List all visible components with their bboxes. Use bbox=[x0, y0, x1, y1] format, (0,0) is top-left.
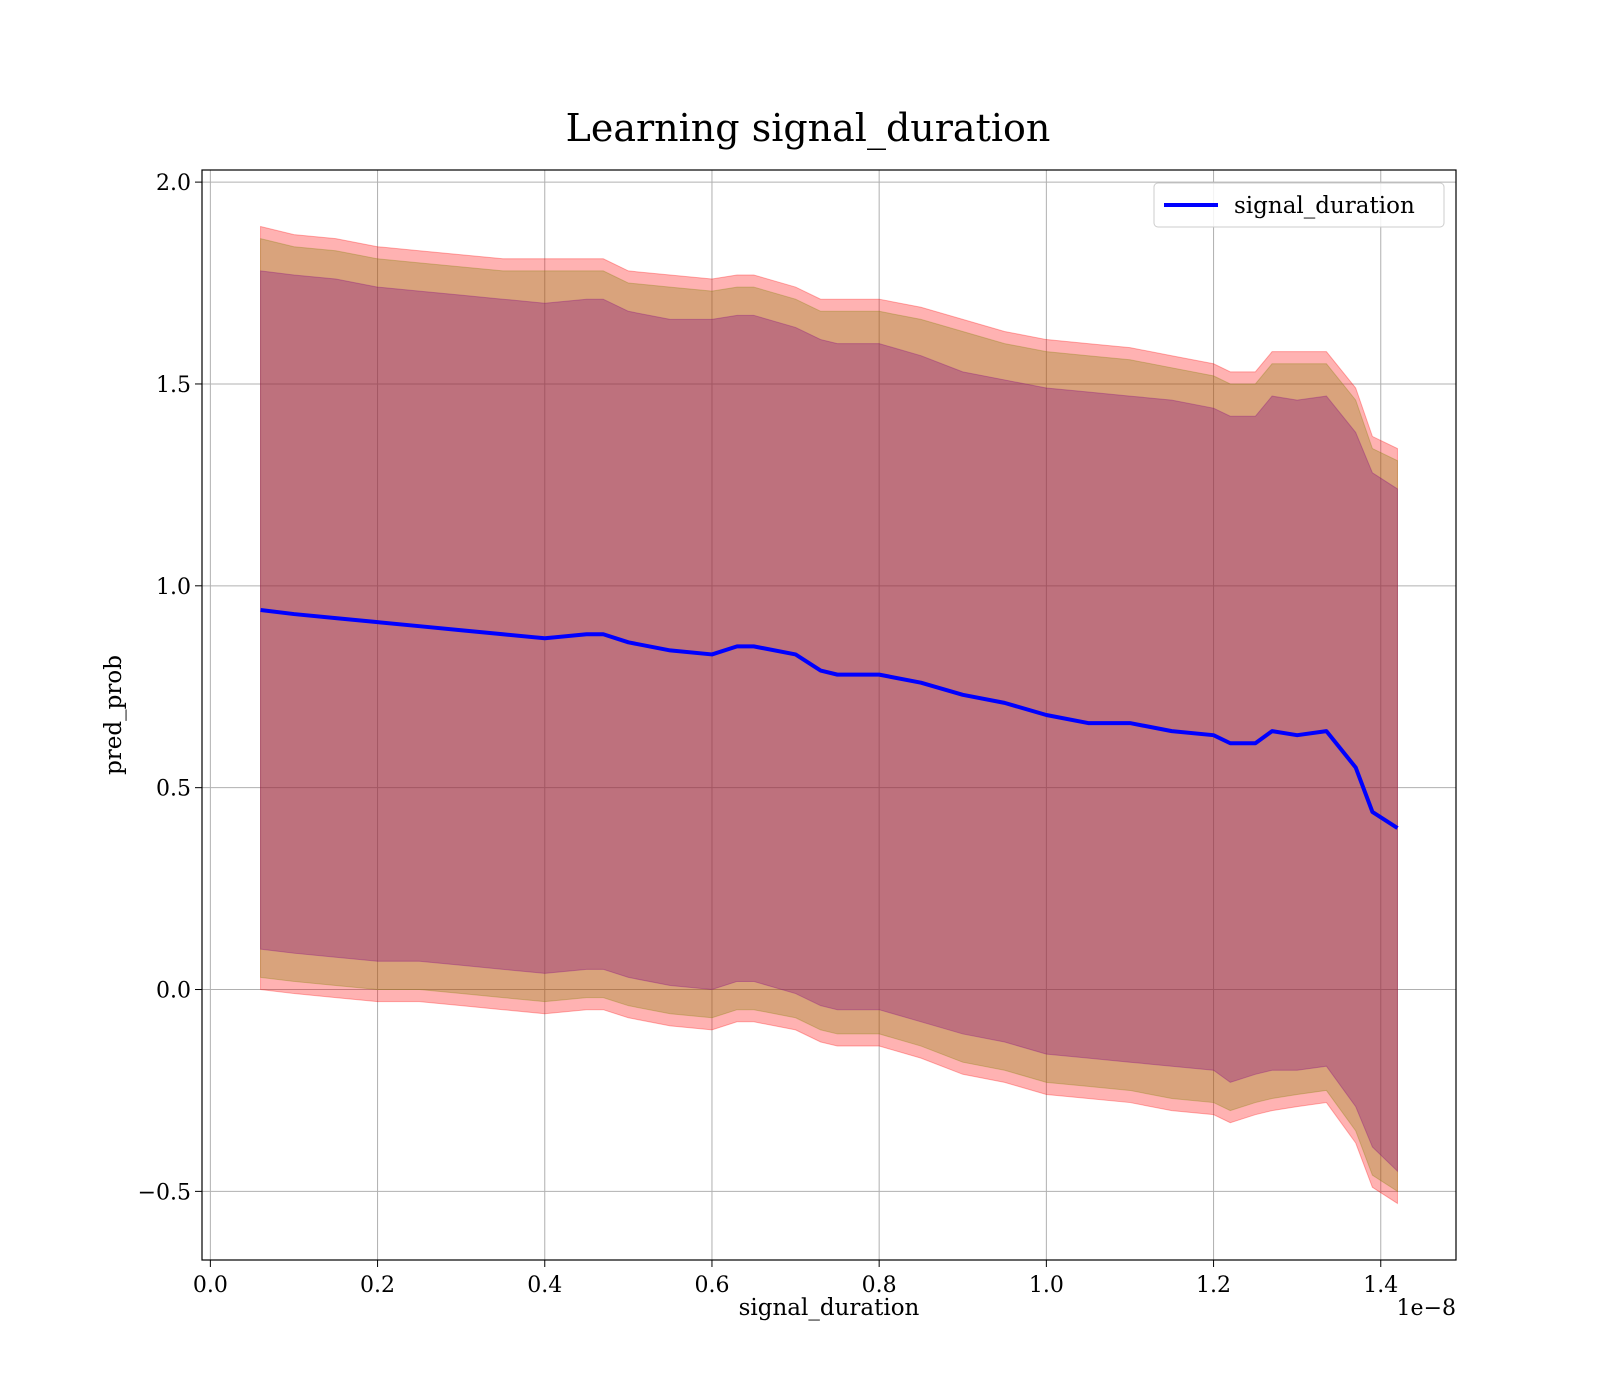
series-lines bbox=[260, 608, 1399, 830]
y-tick-label-4: 1.5 bbox=[156, 373, 191, 398]
x-tick-label-0: 0.0 bbox=[193, 1273, 228, 1298]
confidence-band-0 bbox=[260, 225, 1398, 1205]
series-line-0 bbox=[260, 608, 1399, 830]
x-tick-label-6: 1.2 bbox=[1196, 1273, 1231, 1298]
x-axis-offset-label: 1e−8 bbox=[1397, 1296, 1456, 1321]
y-axis-ticks: −0.5 0.0 0.5 1.0 1.5 2.0 bbox=[138, 171, 202, 1205]
y-tick-label-2: 0.5 bbox=[156, 777, 191, 802]
y-axis-title: pred_prob bbox=[101, 655, 127, 775]
x-tick-label-3: 0.6 bbox=[694, 1273, 729, 1298]
legend-box bbox=[1153, 182, 1445, 228]
grid-lines bbox=[202, 170, 1456, 1260]
x-tick-label-1: 0.2 bbox=[360, 1273, 395, 1298]
x-tick-label-2: 0.4 bbox=[527, 1273, 562, 1298]
confidence-band-1 bbox=[260, 237, 1398, 1193]
y-tick-label-3: 1.0 bbox=[156, 575, 191, 600]
x-tick-label-5: 1.0 bbox=[1029, 1273, 1064, 1298]
legend-label-signal-duration: signal_duration bbox=[1234, 193, 1415, 219]
x-tick-label-7: 1.4 bbox=[1363, 1273, 1398, 1298]
x-axis-title: signal_duration bbox=[739, 1295, 920, 1321]
x-axis-ticks: 0.0 0.2 0.4 0.6 0.8 1.0 1.2 1.4 bbox=[193, 1260, 1398, 1298]
confidence-band-2 bbox=[260, 270, 1398, 1173]
confidence-bands bbox=[260, 225, 1398, 1205]
y-tick-label-0: −0.5 bbox=[138, 1180, 191, 1205]
chart-title: Learning signal_duration bbox=[566, 106, 1051, 151]
y-tick-label-5: 2.0 bbox=[156, 171, 191, 196]
legend: signal_duration bbox=[1153, 182, 1445, 228]
y-tick-label-1: 0.0 bbox=[156, 979, 191, 1004]
plot-frame bbox=[201, 169, 1457, 1261]
x-tick-label-4: 0.8 bbox=[862, 1273, 897, 1298]
